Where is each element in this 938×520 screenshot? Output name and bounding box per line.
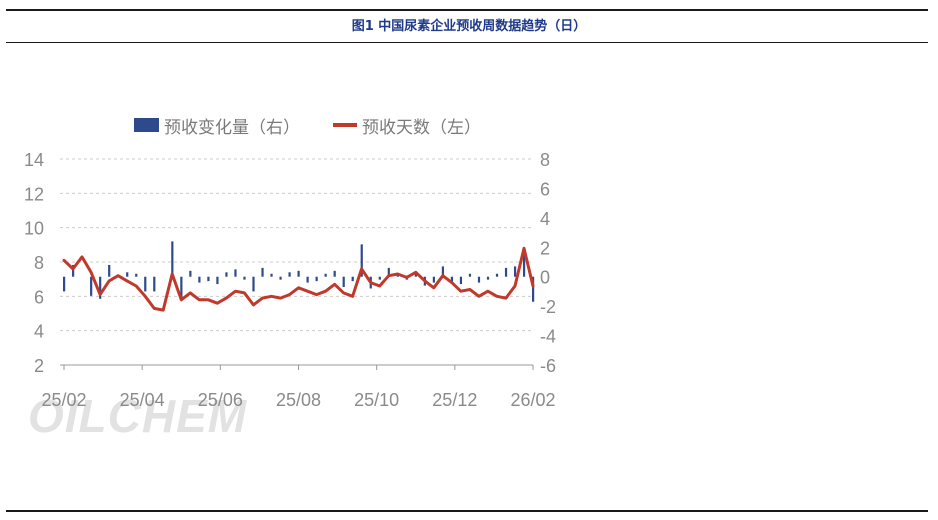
left-tick-label: 12 — [24, 184, 44, 204]
left-tick-label: 10 — [24, 219, 44, 239]
axis-layer: 2 4 6 8 10 12 14 -6 -4 -2 0 2 4 6 8 25/02 25/04 25/06 25/0… — [24, 150, 556, 410]
bar — [513, 266, 517, 277]
bar — [315, 276, 318, 282]
bar — [234, 269, 237, 277]
bar-series — [63, 241, 535, 302]
bar — [288, 272, 291, 277]
grid-layer — [60, 158, 533, 366]
bar — [532, 276, 535, 302]
bar — [171, 241, 174, 277]
bar — [252, 276, 255, 292]
right-tick-label: 2 — [540, 238, 550, 258]
line-path — [62, 246, 535, 312]
legend-bar-swatch — [134, 118, 159, 132]
bar — [306, 276, 309, 283]
bar — [333, 270, 336, 277]
bar — [279, 276, 282, 280]
bar — [324, 273, 327, 277]
bar — [261, 267, 264, 277]
right-tick-label: 6 — [540, 179, 550, 199]
x-tick-label: 26/02 — [510, 390, 555, 410]
left-tick-label: 8 — [34, 253, 44, 273]
right-tick-label: 0 — [540, 268, 550, 288]
title-rule — [6, 42, 928, 43]
bar — [504, 267, 508, 277]
bar — [486, 276, 490, 280]
bar — [270, 273, 273, 277]
left-tick-label: 14 — [24, 150, 44, 170]
bar — [414, 272, 417, 277]
x-tick-label: 25/08 — [276, 390, 321, 410]
x-tick-label: 25/02 — [41, 390, 86, 410]
right-tick-label: 4 — [540, 209, 550, 229]
bar — [432, 276, 435, 283]
figure-title: 图1 中国尿素企业预收周数据趋势（日） — [351, 19, 587, 34]
bar — [378, 276, 381, 280]
bar — [243, 276, 246, 280]
right-tick-label: -6 — [540, 356, 556, 376]
legend-line-swatch — [333, 123, 357, 127]
bar — [522, 247, 526, 277]
bar — [198, 276, 201, 283]
bar — [351, 276, 354, 282]
x-tick-label: 25/12 — [432, 390, 477, 410]
x-tick-label: 25/06 — [198, 390, 243, 410]
bar — [459, 276, 463, 285]
watermark: OILCHEM — [28, 390, 248, 442]
bar — [90, 276, 93, 296]
legend-line-label: 预收天数（左） — [362, 118, 481, 138]
legend: 预收变化量（右） 预收天数（左） — [134, 118, 481, 138]
bar — [189, 270, 192, 277]
x-tick-label: 25/10 — [354, 390, 399, 410]
bar — [180, 276, 183, 301]
right-tick-label: -2 — [540, 297, 556, 317]
bar — [126, 272, 129, 277]
bar — [360, 244, 363, 277]
bar — [396, 275, 399, 277]
bar — [225, 272, 228, 277]
left-tick-label: 2 — [34, 356, 44, 376]
bar — [144, 276, 147, 292]
bar — [387, 267, 390, 277]
bottom-rule — [6, 510, 928, 512]
right-tick-label: -4 — [540, 327, 556, 347]
bar — [342, 276, 345, 288]
legend-bar-label: 预收变化量（右） — [164, 118, 300, 138]
bar — [468, 273, 472, 277]
bar — [63, 276, 66, 292]
bar — [99, 276, 102, 299]
bar — [207, 276, 210, 282]
bar — [495, 273, 499, 277]
line-series — [62, 246, 535, 312]
top-rule — [6, 9, 928, 11]
bar — [108, 264, 111, 277]
x-tick-label: 25/04 — [120, 390, 165, 410]
right-tick-label: 8 — [540, 150, 550, 170]
bar — [297, 270, 300, 277]
bar — [477, 276, 481, 283]
bar — [135, 273, 138, 277]
bar — [153, 276, 156, 292]
bar — [450, 276, 454, 283]
bar — [216, 276, 219, 285]
left-tick-label: 4 — [34, 322, 44, 342]
bar — [441, 266, 445, 277]
left-tick-label: 6 — [34, 287, 44, 307]
bar — [72, 264, 75, 277]
